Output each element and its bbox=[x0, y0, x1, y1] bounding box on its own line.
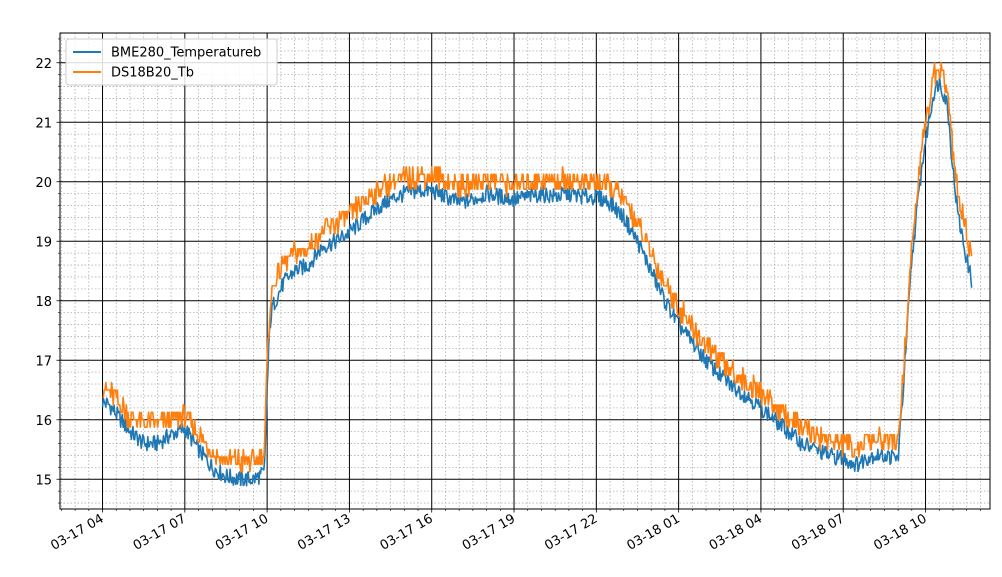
legend-box bbox=[65, 38, 278, 86]
legend-label-bme280: BME280_Temperatureb bbox=[111, 46, 261, 61]
series-line-bme280 bbox=[101, 76, 973, 487]
series-line-ds18b20 bbox=[102, 61, 973, 473]
y-tick-label: 19 bbox=[35, 235, 52, 250]
y-tick-label: 18 bbox=[35, 295, 52, 310]
plot-area bbox=[101, 61, 973, 487]
y-tick-label: 15 bbox=[35, 473, 52, 488]
legend-label-ds18b20: DS18B20_Tb bbox=[111, 66, 194, 81]
y-tick-label: 22 bbox=[35, 57, 52, 72]
axes-frame bbox=[59, 32, 991, 510]
y-tick-label: 21 bbox=[35, 116, 52, 131]
legend: BME280_Temperatureb DS18B20_Tb bbox=[65, 38, 278, 86]
y-tick-label: 17 bbox=[35, 354, 52, 369]
y-tick-label: 16 bbox=[35, 414, 52, 429]
y-tick-label: 20 bbox=[35, 176, 52, 191]
